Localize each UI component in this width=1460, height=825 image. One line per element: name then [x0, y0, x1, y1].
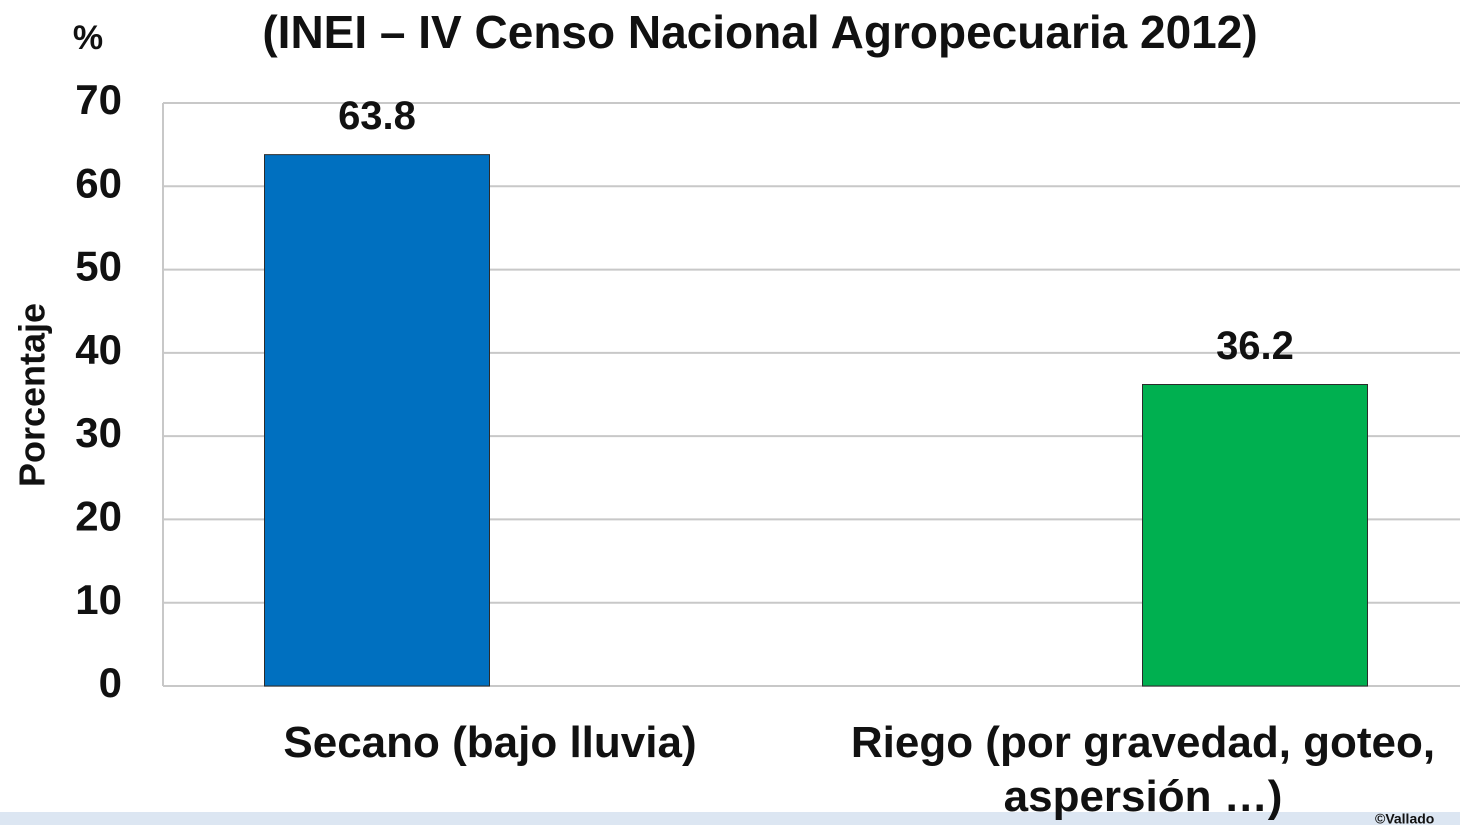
unit-label: % — [73, 19, 103, 57]
x-tick-label: Riego (por gravedad, goteo, aspersión …) — [850, 718, 1436, 821]
bottom-strip — [0, 812, 1460, 825]
y-tick-label: 30 — [75, 409, 122, 456]
credit: ©Vallado — [1375, 811, 1434, 825]
x-tick-label: Secano (bajo lluvia) — [283, 718, 697, 767]
y-tick-label: 10 — [75, 576, 122, 623]
value-label: 63.8 — [338, 94, 416, 138]
y-tick-label: 40 — [75, 326, 122, 373]
chart-title: (INEI – IV Censo Nacional Agropecuaria 2… — [262, 6, 1257, 58]
bar — [264, 154, 490, 687]
y-tick-label: 70 — [75, 76, 122, 123]
value-label: 36.2 — [1216, 324, 1294, 368]
y-tick-label: 50 — [75, 243, 122, 290]
y-tick-label: 20 — [75, 493, 122, 540]
bar — [1142, 384, 1368, 687]
y-tick-label: 0 — [99, 659, 122, 706]
y-axis-label: Porcentaje — [12, 303, 53, 487]
y-tick-label: 60 — [75, 159, 122, 206]
